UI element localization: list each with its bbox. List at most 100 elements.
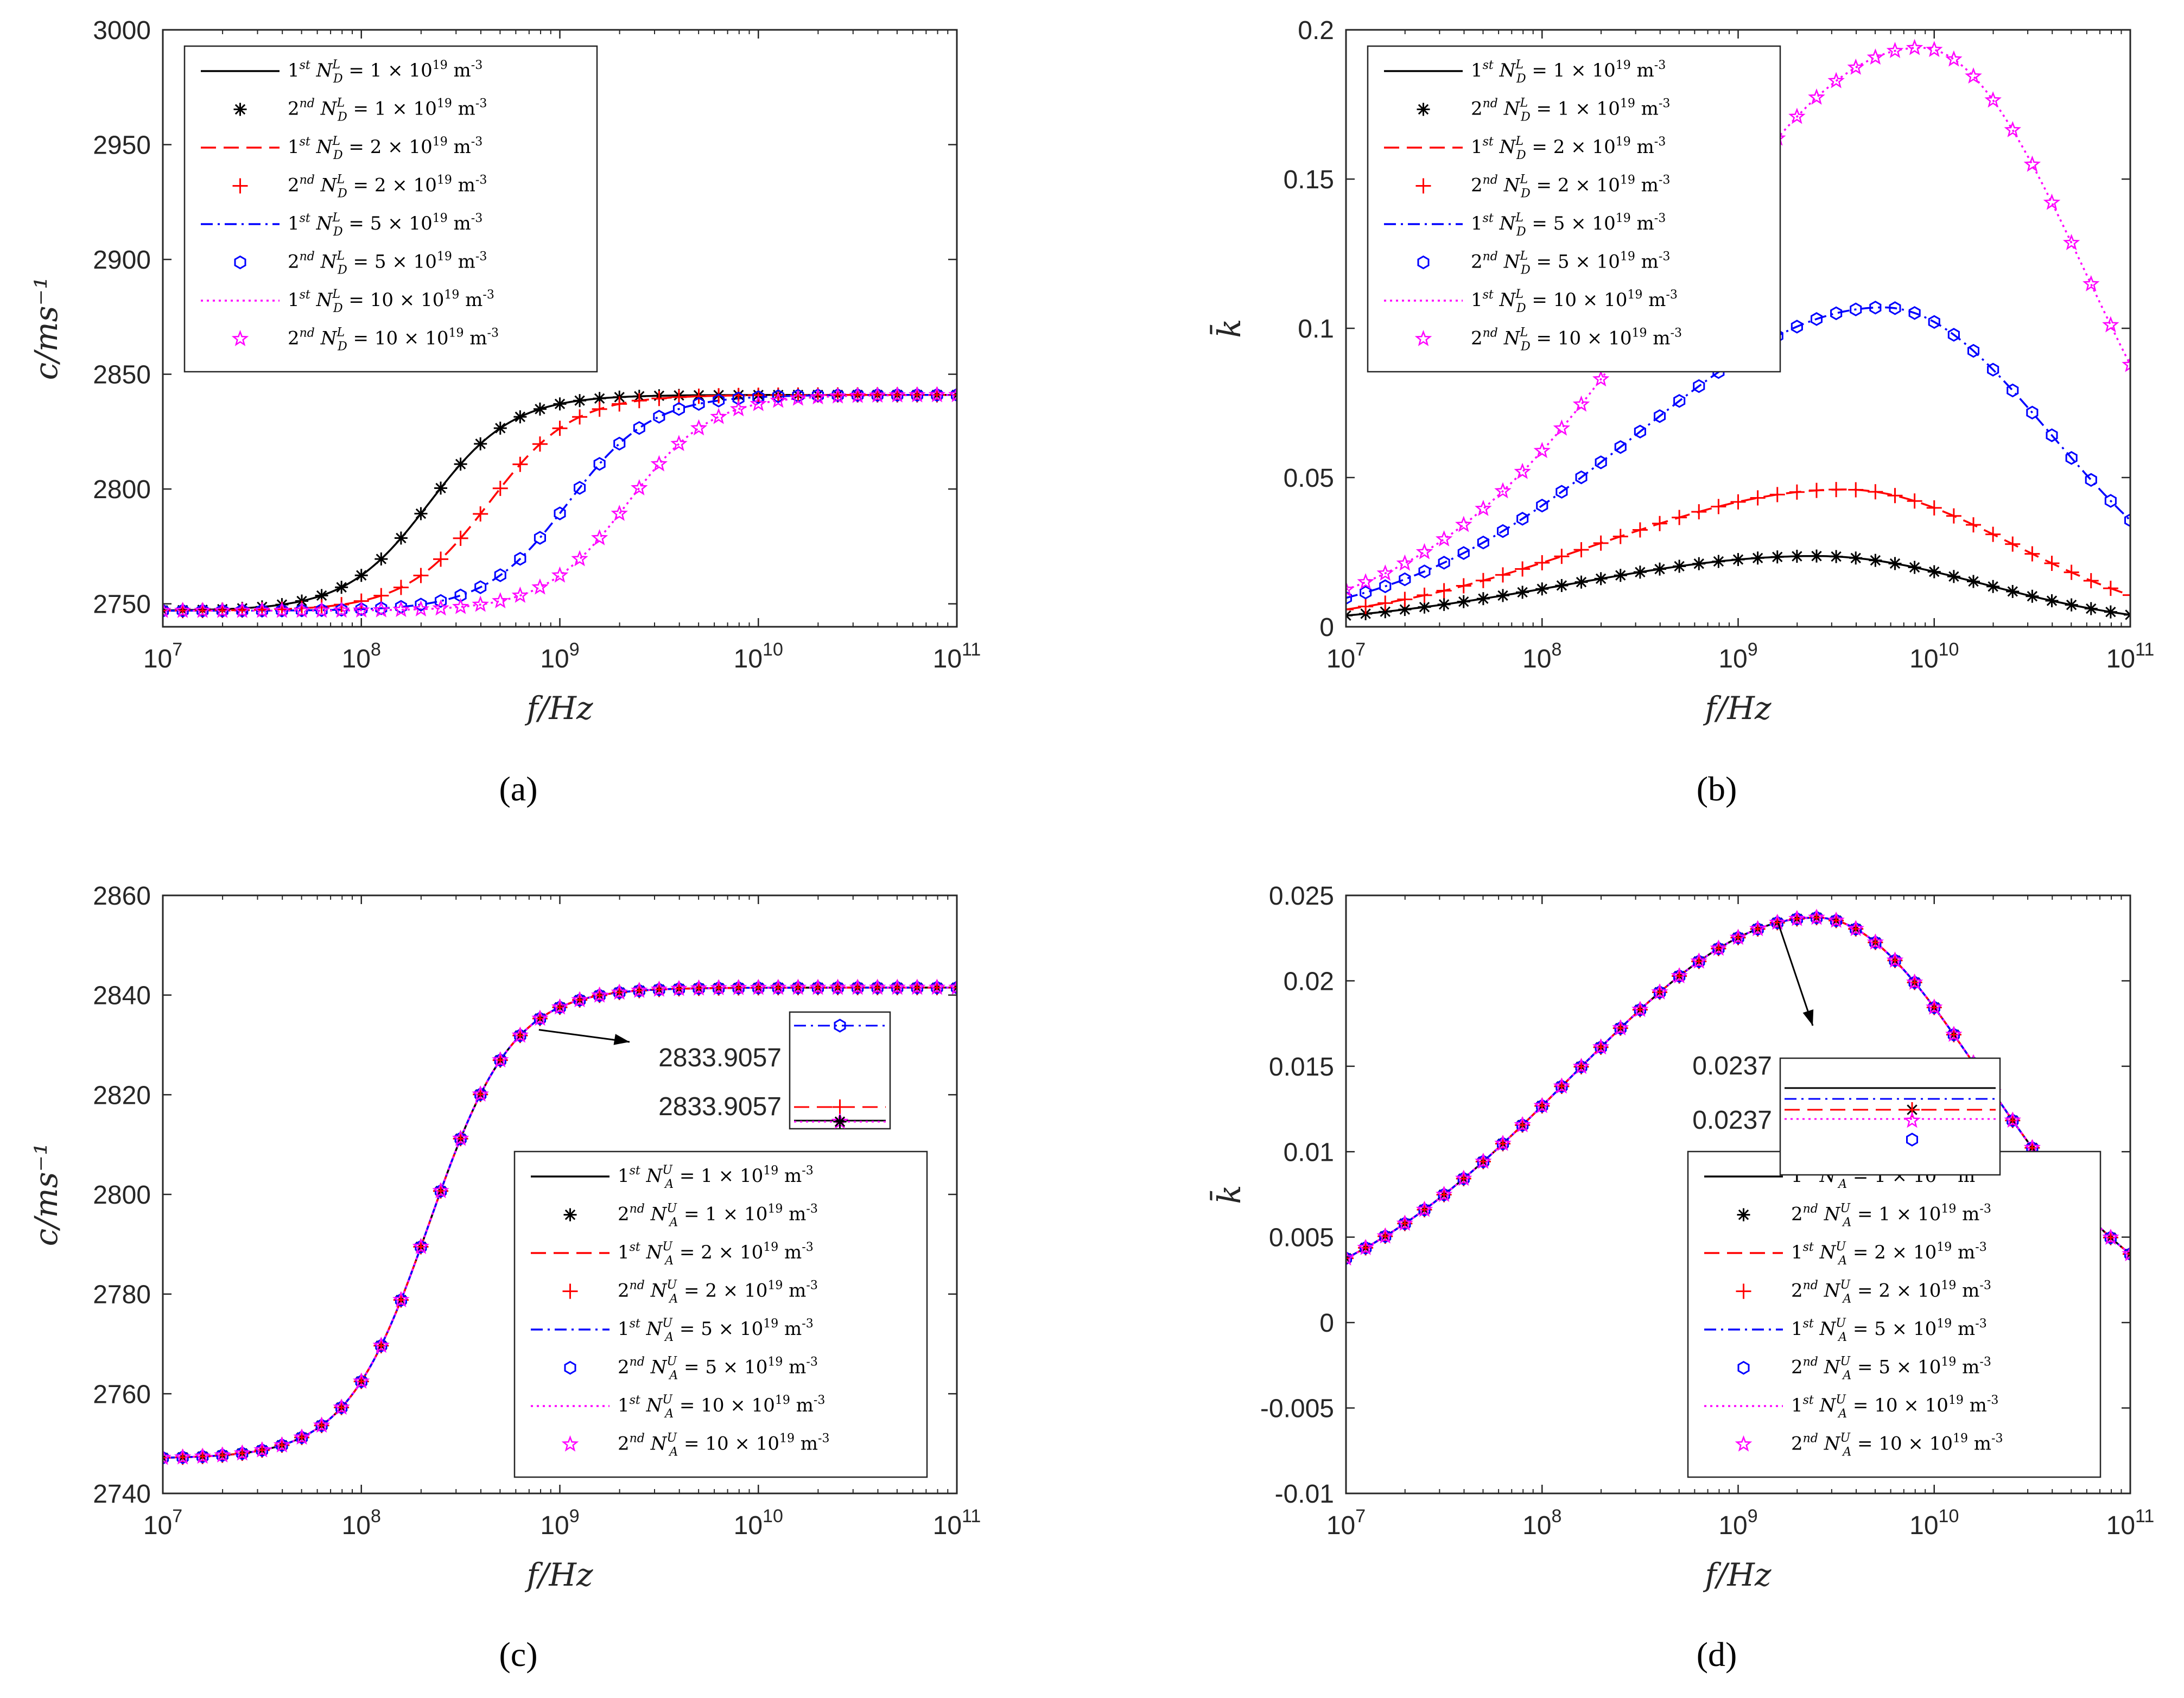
series-marker [672, 982, 685, 996]
x-tick-label: 1011 [2106, 1506, 2155, 1540]
series-marker [256, 1443, 268, 1458]
series-marker [1593, 535, 1609, 551]
series-marker [592, 401, 607, 417]
series-marker [1906, 39, 1923, 55]
series-marker [1869, 554, 1882, 567]
x-tick-label: 108 [1522, 1506, 1561, 1540]
series-marker [1376, 564, 1394, 581]
series-marker [163, 601, 172, 618]
series-marker [909, 978, 926, 995]
series-marker [571, 991, 588, 1008]
series-marker [611, 505, 628, 521]
series-marker [1690, 952, 1707, 969]
series-marker [353, 593, 369, 609]
series-marker [1751, 922, 1764, 936]
series-marker [531, 1009, 549, 1026]
series-marker [2065, 598, 2078, 612]
series-marker [373, 588, 389, 603]
y-tick-label: 2800 [93, 1181, 151, 1210]
series-marker [2062, 233, 2080, 250]
series-marker [1987, 363, 1999, 377]
series-marker [2065, 451, 2078, 465]
y-axis-label: c/ms⁻¹ [28, 1143, 65, 1247]
series-marker [1457, 595, 1470, 608]
x-tick-label: 1010 [734, 1506, 783, 1540]
series-marker [1789, 484, 1805, 500]
series-marker [1946, 508, 1961, 524]
series-marker [1848, 482, 1864, 498]
series-marker [1553, 419, 1571, 436]
series-marker [392, 1291, 410, 1307]
series-marker [1494, 482, 1512, 499]
series-marker [1595, 1040, 1607, 1054]
x-tick-label: 107 [1326, 1506, 1366, 1540]
series-marker [1712, 942, 1725, 956]
series-marker [1652, 516, 1667, 531]
series-marker [233, 1444, 251, 1461]
series-marker [1850, 921, 1862, 936]
series-marker [612, 396, 627, 412]
series-marker [1849, 551, 1863, 565]
series-marker [772, 981, 784, 995]
series-marker [2104, 494, 2117, 508]
legend-swatch [1735, 1435, 1753, 1452]
legend-label: 2nd NL D = 2 × 1019 m-3 [288, 173, 487, 201]
series-marker [1457, 546, 1470, 560]
series-marker [1927, 565, 1941, 578]
inset-marker [833, 1115, 847, 1128]
series-marker [693, 397, 705, 411]
series-marker [1808, 88, 1825, 105]
x-tick-label: 1010 [1909, 1506, 1959, 1540]
series-marker [1811, 312, 1823, 326]
legend-label: 1st NU A = 2 × 1019 m-3 [618, 1240, 814, 1268]
series-marker [2102, 1229, 2119, 1245]
series-marker [256, 603, 268, 618]
series-marker [1514, 1116, 1531, 1133]
series-line [163, 393, 957, 612]
legend-label: 2nd NU A = 2 × 1019 m-3 [618, 1279, 818, 1306]
series-marker [909, 386, 926, 403]
series-marker [1592, 370, 1610, 387]
series-marker [831, 981, 844, 995]
legend-label: 1st NL D = 10 × 1019 m-3 [288, 288, 494, 315]
series-marker [1612, 529, 1628, 544]
series-marker [335, 581, 348, 594]
series-marker [1830, 550, 1843, 563]
series-marker [452, 597, 469, 614]
series-marker [1791, 320, 1803, 334]
series-marker [1516, 512, 1529, 526]
series-marker [216, 1448, 228, 1462]
series-marker [395, 1293, 407, 1307]
y-tick-label: 0.15 [1284, 166, 1334, 194]
series-marker [1711, 499, 1726, 514]
series-marker [1673, 394, 1686, 408]
legend-swatch [562, 1283, 578, 1299]
series-marker [1730, 494, 1746, 510]
series-marker [2103, 581, 2118, 596]
x-tick-label: 108 [342, 639, 381, 673]
series-marker [174, 601, 192, 618]
series-marker [474, 580, 487, 594]
series-marker [2043, 193, 2061, 210]
series-marker [672, 402, 685, 416]
series-marker [551, 998, 569, 1015]
series-marker [732, 391, 745, 405]
series-marker [1926, 998, 1943, 1015]
series-marker [1436, 583, 1452, 599]
series-marker [2045, 594, 2059, 608]
y-tick-label: 0.02 [1284, 967, 1334, 996]
series-marker [372, 1337, 390, 1353]
series-marker [1691, 504, 1707, 520]
series-marker [514, 1028, 526, 1042]
series-marker [494, 1053, 506, 1067]
series-marker [729, 978, 747, 995]
series-marker [393, 580, 409, 595]
series-marker [1536, 1099, 1548, 1113]
series-marker [293, 601, 310, 618]
series-marker [1575, 1059, 1588, 1074]
plot-area [163, 978, 957, 1466]
series-marker [1671, 967, 1688, 984]
series-marker [2084, 602, 2098, 615]
series-marker [163, 603, 169, 618]
